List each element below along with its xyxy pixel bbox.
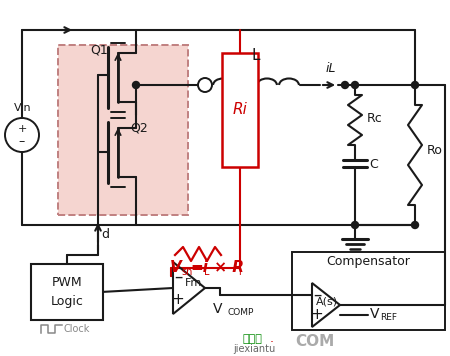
Text: Fm: Fm (184, 278, 202, 288)
Text: Clock: Clock (64, 324, 90, 334)
Text: Ri: Ri (233, 103, 248, 117)
Text: C: C (369, 157, 378, 171)
Text: L: L (252, 47, 260, 63)
Text: A(s): A(s) (316, 296, 338, 306)
Text: × R: × R (209, 261, 244, 276)
Text: sn: sn (181, 267, 193, 277)
FancyBboxPatch shape (31, 264, 103, 320)
Circle shape (132, 82, 140, 89)
Circle shape (411, 221, 418, 229)
Text: +: + (171, 292, 184, 307)
Text: jiexiantu: jiexiantu (233, 344, 275, 354)
Text: +: + (17, 124, 27, 134)
Circle shape (351, 82, 359, 89)
Text: Rc: Rc (367, 111, 383, 125)
Text: COMP: COMP (228, 308, 254, 316)
Text: V: V (213, 302, 223, 316)
Text: V: V (170, 261, 182, 276)
Circle shape (411, 82, 418, 89)
Circle shape (351, 221, 359, 229)
Text: +: + (310, 307, 324, 323)
Circle shape (342, 82, 348, 89)
Text: .: . (270, 333, 274, 346)
Text: Q2: Q2 (130, 121, 148, 135)
Text: Vin: Vin (14, 103, 32, 113)
Text: Compensator: Compensator (327, 256, 410, 268)
FancyBboxPatch shape (292, 252, 445, 330)
Text: d: d (101, 229, 109, 241)
Text: i: i (238, 267, 241, 277)
Text: L: L (204, 267, 210, 277)
Text: =i: =i (190, 261, 208, 276)
Text: Ro: Ro (427, 143, 443, 157)
Text: –: – (313, 286, 321, 304)
FancyBboxPatch shape (222, 53, 258, 167)
Text: –: – (19, 136, 25, 148)
Text: 接线图: 接线图 (242, 334, 262, 344)
Text: REF: REF (380, 313, 397, 323)
Text: V: V (370, 307, 379, 321)
Text: COM: COM (295, 335, 335, 350)
Text: Logic: Logic (50, 294, 83, 308)
Text: –: – (174, 267, 182, 285)
FancyBboxPatch shape (58, 45, 188, 215)
Text: Q1: Q1 (90, 43, 108, 57)
Text: iL: iL (326, 62, 336, 74)
Text: PWM: PWM (52, 277, 82, 289)
